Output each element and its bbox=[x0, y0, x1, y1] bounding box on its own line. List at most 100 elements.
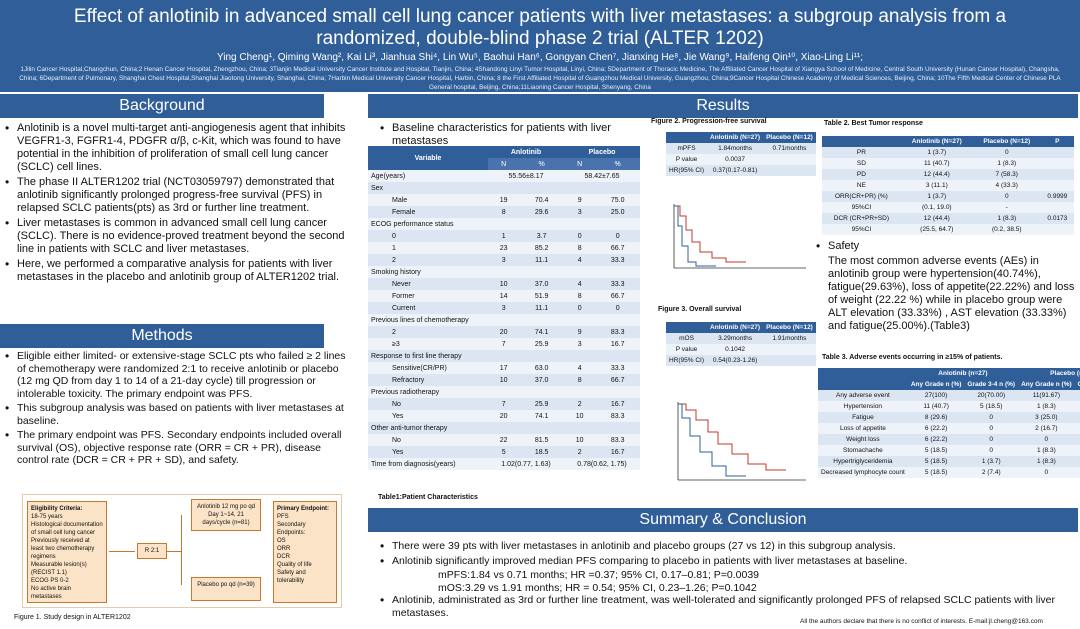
cell-value: 7 (58.3) bbox=[972, 169, 1041, 180]
summary-pfs-line: mPFS:1.84 vs 0.71 months; HR =0.37; 95% … bbox=[438, 569, 760, 581]
row-label: Female bbox=[368, 206, 488, 218]
cell-value: 11 (40.7) bbox=[907, 401, 965, 412]
cell-value: 25.0 bbox=[595, 206, 640, 218]
cell-value: 22 bbox=[488, 434, 520, 446]
row-label: No bbox=[368, 398, 488, 410]
pfs-km-plot bbox=[673, 204, 806, 269]
summary-item: Anlotinib significantly improved median … bbox=[378, 555, 1068, 568]
summary-os-line: mOS:3.29 vs 1.91 months; HR = 0.54; 95% … bbox=[438, 581, 757, 594]
poster-title: Effect of anlotinib in advanced small ce… bbox=[73, 6, 1007, 49]
cell-value: 83.3 bbox=[595, 434, 640, 446]
placebo-arm-box: Placebo po qd (n=39) bbox=[191, 577, 261, 601]
cell-value: 37.0 bbox=[519, 374, 564, 386]
cell-value: 85.2 bbox=[519, 242, 564, 254]
table-row: Sensitive(CR/PR) 17 63.0 4 33.3 bbox=[368, 362, 640, 374]
cell-value: P value bbox=[666, 154, 708, 165]
cell-value: 10 bbox=[563, 410, 596, 422]
cell-value: 7(58.77) bbox=[1074, 390, 1080, 401]
disclaimer: All the authors declare that there is no… bbox=[800, 618, 1043, 625]
cell-value: 4 bbox=[563, 362, 596, 374]
table-row: Sex bbox=[368, 182, 640, 194]
cell-value: 3 bbox=[488, 302, 520, 314]
cell-value: 2 bbox=[563, 446, 596, 458]
background-item: Anlotinib is a novel multi-target anti-a… bbox=[3, 122, 346, 174]
cell-value: 83.3 bbox=[595, 410, 640, 422]
cell-value: 0.78(0.62, 1.75) bbox=[563, 458, 640, 470]
cell-value: 0 bbox=[563, 230, 596, 242]
cell-value bbox=[1040, 224, 1074, 235]
cell-value: 3 (25.0) bbox=[1018, 412, 1075, 423]
row-label: Yes bbox=[368, 410, 488, 422]
background-item: Here, we performed a comparative analysi… bbox=[3, 258, 346, 284]
endpoint-item: OS bbox=[277, 538, 286, 544]
cell-value bbox=[763, 154, 816, 165]
t3-subheader: Any Grade n (%) bbox=[907, 379, 965, 390]
cell-value: 16.7 bbox=[595, 446, 640, 458]
t3-subheader: Grade 3-4 n (%) bbox=[964, 379, 1019, 390]
cell-value: 66.7 bbox=[595, 374, 640, 386]
cell-value: 20 bbox=[488, 410, 520, 422]
row-label: Sensitive(CR/PR) bbox=[368, 362, 488, 374]
cell-value: 1.02(0.77, 1.63) bbox=[488, 458, 564, 470]
cell-value: mOS bbox=[666, 333, 708, 344]
cell-value: 0 bbox=[964, 434, 1019, 445]
row-label: Refractory bbox=[368, 374, 488, 386]
table-row: Decreased lymphocyte count 5 (18.5) 2 (7.4… bbox=[818, 467, 1080, 478]
t3-col-placebo: Placebo (n=12) bbox=[1018, 368, 1080, 379]
os-table: Anlotinib (N=27) Placebo (N=12) mOS 3.29mo… bbox=[666, 322, 816, 366]
cell-value: 66.7 bbox=[595, 242, 640, 254]
cell-value: 19 bbox=[488, 194, 520, 206]
eligibility-item: ECOG PS 0-2 bbox=[31, 578, 69, 584]
cell-value: 20(70.00) bbox=[964, 390, 1019, 401]
row-label: Time from diagnosis(years) bbox=[368, 458, 488, 470]
cell-value: Stomachache bbox=[818, 445, 908, 456]
background-section: Anlotinib is a novel multi-target anti-a… bbox=[3, 122, 346, 286]
t2-col-p: P bbox=[1040, 136, 1074, 147]
cell-value: 0 bbox=[595, 302, 640, 314]
cell-value: 1.91months bbox=[763, 333, 816, 344]
pfs-col-anlotinib: Anlotinib (N=27) bbox=[707, 132, 764, 143]
methods-section: Eligible either limited- or extensive-st… bbox=[3, 350, 346, 469]
endpoint-item: Safety and tolerability bbox=[277, 570, 306, 584]
table-row: mOS 3.29months 1.91months bbox=[666, 333, 816, 344]
cell-value: 81.5 bbox=[519, 434, 564, 446]
cell-value: 4 (33.3) bbox=[972, 180, 1041, 191]
table1-caption: Table1:Patient Characteristics bbox=[378, 494, 478, 501]
cell-value: 2 (16.7) bbox=[1018, 423, 1075, 434]
endpoints-list: PFS Secondary Endpoints: OS ORR DCR Quality o… bbox=[277, 513, 333, 585]
cell-value: Any adverse event bbox=[818, 390, 908, 401]
table-row: No 7 25.9 2 16.7 bbox=[368, 398, 640, 410]
cell-value: 5 (18.5) bbox=[907, 467, 965, 478]
pfs-col-placebo: Placebo (N=12) bbox=[763, 132, 816, 143]
tumor-response-table: Anlotinib (N=27) Placebo (N=12) P PR 1 (3.7… bbox=[822, 136, 1074, 235]
background-item: The phase II ALTER1202 trial (NCT0305979… bbox=[3, 176, 346, 215]
cell-value: 11.1 bbox=[519, 254, 564, 266]
cell-value: 0 bbox=[1074, 434, 1080, 445]
table3-caption: Table 3. Adverse events occurring in ≥15… bbox=[822, 354, 1003, 361]
table-row: Age(years) 55.56±8.17 58.42±7.65 bbox=[368, 170, 640, 182]
cell-value: 0 bbox=[1074, 412, 1080, 423]
t3-subheader: Any Grade n (%) bbox=[1018, 379, 1075, 390]
methods-item: The primary endpoint was PFS. Secondary … bbox=[3, 429, 346, 467]
table-row: Yes 5 18.5 2 16.7 bbox=[368, 446, 640, 458]
cell-value bbox=[1040, 158, 1074, 169]
cell-value: 12 (44.4) bbox=[900, 213, 973, 224]
table-row: Hypertriglyceridemia 5 (18.5) 1 (3.7) 1 (8.… bbox=[818, 456, 1080, 467]
patient-characteristics-table: Variable Anlotinib Placebo N% N% Age(year… bbox=[368, 146, 640, 470]
methods-list: Eligible either limited- or extensive-st… bbox=[3, 350, 346, 467]
cell-value: 63.0 bbox=[519, 362, 564, 374]
cell-value: 0 bbox=[1018, 467, 1075, 478]
cell-value: 3.29months bbox=[707, 333, 764, 344]
cell-value: 0.0173 bbox=[1040, 213, 1074, 224]
cell-value: 1 (3.7) bbox=[900, 147, 973, 158]
cell-value: 6 (22.2) bbox=[907, 434, 965, 445]
cell-value: 17 bbox=[488, 362, 520, 374]
cell-value: 2 bbox=[563, 398, 596, 410]
methods-item: This subgroup analysis was based on pati… bbox=[3, 402, 346, 427]
cell-value: 58.42±7.65 bbox=[563, 170, 640, 182]
col-pct: % bbox=[595, 158, 640, 170]
endpoints-box: Primary Endpoint: PFS Secondary Endpoints… bbox=[273, 501, 337, 603]
cell-value: 1 (3.7) bbox=[900, 191, 973, 202]
